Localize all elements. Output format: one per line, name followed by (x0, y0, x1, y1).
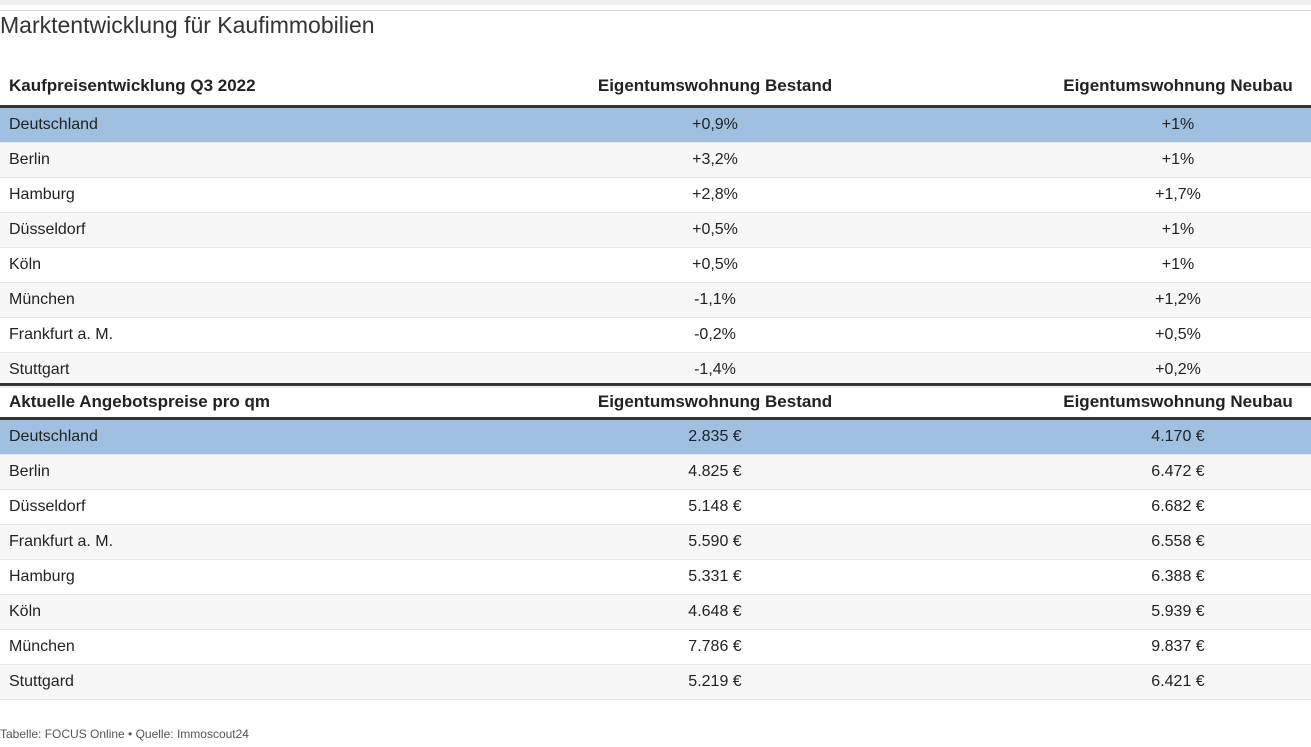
table-cell: 2.835 € (475, 418, 955, 455)
table-cell: +0,5% (475, 247, 955, 283)
table-row: Hamburg 5.331 €6.388 € (0, 559, 1311, 595)
table-row: Deutschland +0,9% +1% (0, 106, 1311, 143)
table-cell: 4.648 € (475, 594, 955, 630)
table-cell: +1% (955, 142, 1311, 178)
table-cell: 5.939 € (955, 594, 1311, 630)
table-cell: Köln (0, 247, 475, 283)
table-cell: Hamburg (0, 177, 475, 213)
table-cell: 4.170 € (955, 418, 1311, 455)
table-cell: 6.388 € (955, 559, 1311, 595)
table-cell: 5.219 € (475, 664, 955, 700)
table-body: Deutschland +0,9% +1% Berlin +3,2% +1% Hamburg… (0, 106, 1311, 388)
table-row: Frankfurt a. M. -0,2% +0,5% (0, 317, 1311, 353)
column-header: Eigentumswohnung Bestand (597, 76, 833, 96)
table-cell: München (0, 282, 475, 318)
table-cell: +0,9% (475, 106, 955, 143)
header-row: Kaufpreisentwicklung Q3 2022 Eigentumswoh… (0, 68, 1311, 106)
column-header: Aktuelle Angebotspreise pro qm (9, 391, 271, 411)
divider (0, 10, 1311, 11)
header-row: Aktuelle Angebotspreise pro qm Eigentumsw… (0, 385, 1311, 419)
table-cell: +1,2% (955, 282, 1311, 318)
table-cell: +3,2% (475, 142, 955, 178)
table-cell: 6.421 € (955, 664, 1311, 700)
table-row: Deutschland 2.835 €4.170 € (0, 418, 1311, 455)
table: Aktuelle Angebotspreise pro qm Eigentumsw… (0, 383, 1311, 700)
table-cell: -0,2% (475, 317, 955, 353)
table-row: Düsseldorf +0,5% +1% (0, 212, 1311, 248)
table-cell: 9.837 € (955, 629, 1311, 665)
table-cell: 4.825 € (475, 454, 955, 490)
title: Marktentwicklung für Kaufimmobilien (0, 12, 375, 38)
table-cell: Düsseldorf (0, 489, 475, 525)
table-cell: Berlin (0, 454, 475, 490)
table-cell: Düsseldorf (0, 212, 475, 248)
column-header: Eigentumswohnung Neubau (1063, 391, 1293, 411)
table-cell: +1% (955, 212, 1311, 248)
table-cell: Stuttgart (0, 352, 475, 388)
table-row: Stuttgart -1,4% +0,2% (0, 352, 1311, 388)
table-cell: Deutschland (0, 106, 475, 143)
table-cell: -1,4% (475, 352, 955, 388)
table-cell: Hamburg (0, 559, 475, 595)
table-cell: 5.590 € (475, 524, 955, 560)
table: Kaufpreisentwicklung Q3 2022 Eigentumswoh… (0, 68, 1311, 388)
table-cell: Berlin (0, 142, 475, 178)
table-row: Stuttgard 5.219 €6.421 € (0, 664, 1311, 700)
table-cell: 6.472 € (955, 454, 1311, 490)
table-cell: Frankfurt a. M. (0, 524, 475, 560)
top-bar (0, 0, 1311, 5)
table-cell: +1,7% (955, 177, 1311, 213)
table-cell: 5.331 € (475, 559, 955, 595)
table-body: Deutschland 2.835 €4.170 € Berlin 4.825 €6.… (0, 418, 1311, 700)
table-cell: -1,1% (475, 282, 955, 318)
table-cell: Frankfurt a. M. (0, 317, 475, 353)
table-cell: 7.786 € (475, 629, 955, 665)
table-cell: 6.682 € (955, 489, 1311, 525)
table-row: München 7.786 €9.837 € (0, 629, 1311, 665)
table-row: Berlin +3,2% +1% (0, 142, 1311, 178)
table-cell: 6.558 € (955, 524, 1311, 560)
table-row: Berlin 4.825 €6.472 € (0, 454, 1311, 490)
table-row: Köln 4.648 €5.939 € (0, 594, 1311, 630)
table-row: Hamburg +2,8% +1,7% (0, 177, 1311, 213)
column-header: Kaufpreisentwicklung Q3 2022 (9, 76, 256, 96)
table-cell: Stuttgard (0, 664, 475, 700)
table-cell: +0,5% (955, 317, 1311, 353)
table-cell: +1% (955, 247, 1311, 283)
table-row: Düsseldorf 5.148 €6.682 € (0, 489, 1311, 525)
table-header: Aktuelle Angebotspreise pro qm Eigentumsw… (0, 384, 1311, 419)
column-header: Eigentumswohnung Neubau (1063, 76, 1293, 96)
table-cell: +1% (955, 106, 1311, 143)
column-header: Eigentumswohnung Bestand (597, 391, 833, 411)
table-row: Köln +0,5% +1% (0, 247, 1311, 283)
table-cell: München (0, 629, 475, 665)
table-cell: Köln (0, 594, 475, 630)
table-cell: 5.148 € (475, 489, 955, 525)
table-row: Frankfurt a. M. 5.590 €6.558 € (0, 524, 1311, 560)
table-row: München -1,1% +1,2% (0, 282, 1311, 318)
table-header: Kaufpreisentwicklung Q3 2022 Eigentumswoh… (0, 68, 1311, 106)
table-cell: +0,5% (475, 212, 955, 248)
table-cell: Deutschland (0, 418, 475, 455)
table-cell: +0,2% (955, 352, 1311, 388)
footer: Tabelle: FOCUS Online • Quelle: Immoscou… (0, 727, 249, 741)
table-cell: +2,8% (475, 177, 955, 213)
